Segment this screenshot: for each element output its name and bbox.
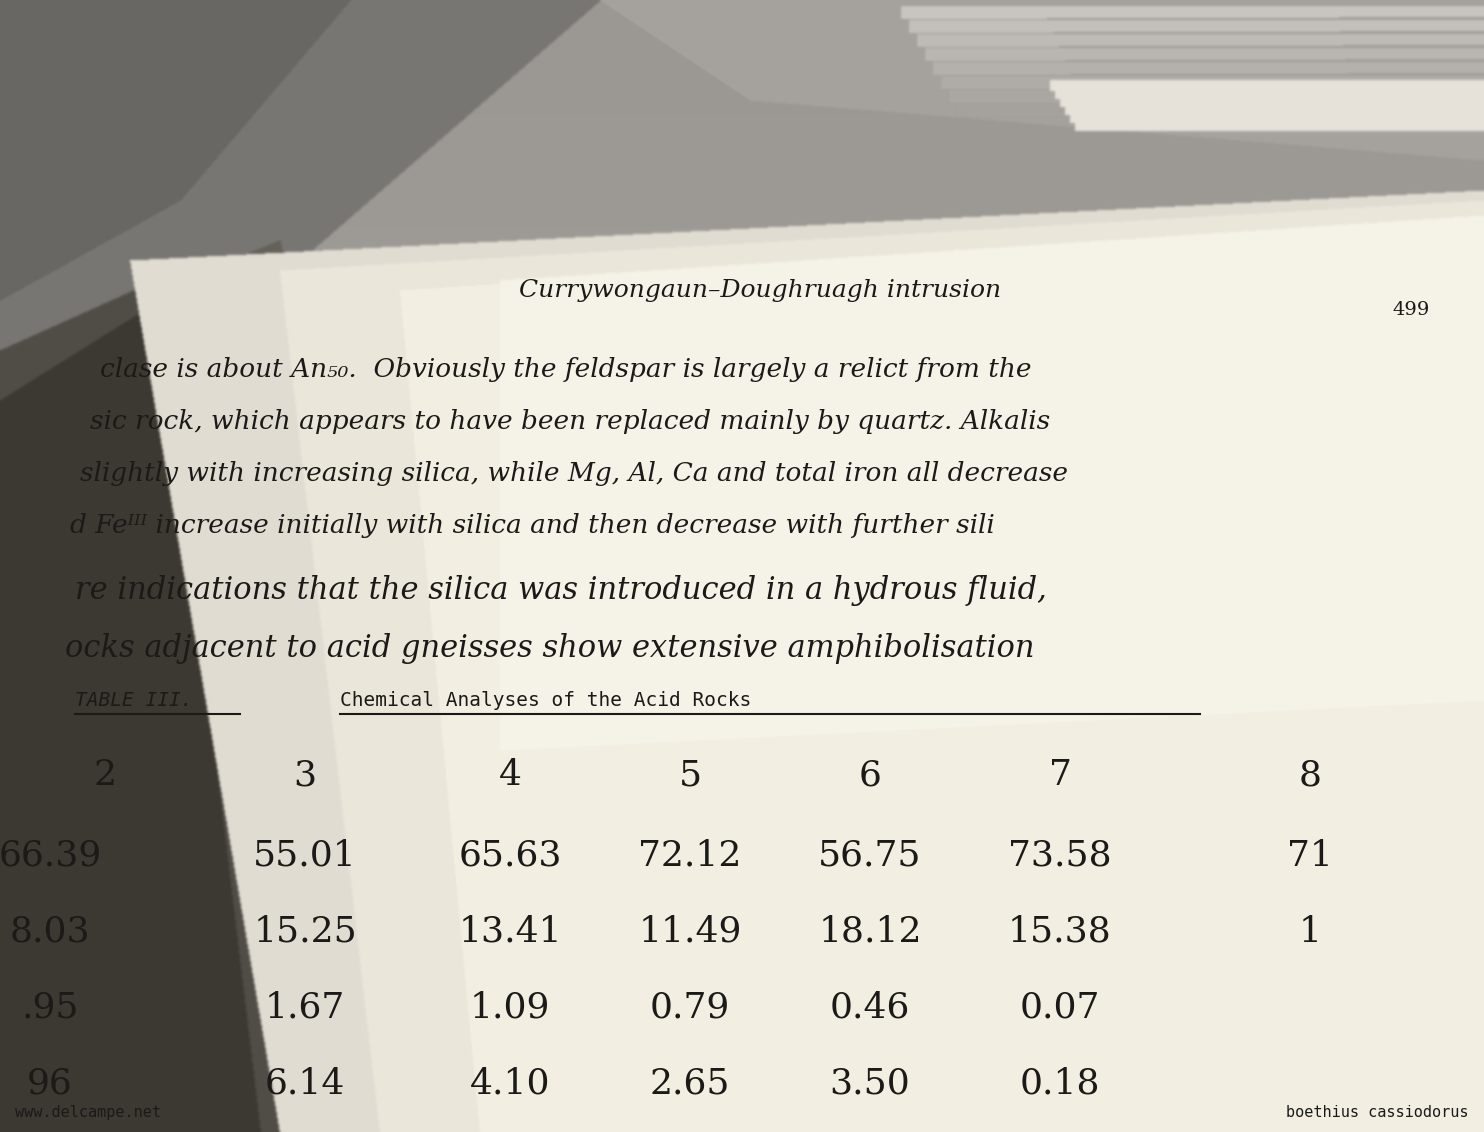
Text: 8.03: 8.03 (10, 915, 91, 949)
Text: 0.79: 0.79 (650, 990, 730, 1024)
Text: 1: 1 (1298, 915, 1321, 949)
Text: 3: 3 (294, 758, 316, 792)
Text: 1.67: 1.67 (264, 990, 346, 1024)
Text: 0.07: 0.07 (1020, 990, 1100, 1024)
Text: 18.12: 18.12 (818, 915, 922, 949)
Text: 4.10: 4.10 (470, 1067, 551, 1101)
Text: 13.41: 13.41 (459, 915, 562, 949)
Text: 11.49: 11.49 (638, 915, 742, 949)
Text: 15.25: 15.25 (254, 915, 356, 949)
Text: 56.75: 56.75 (818, 839, 922, 873)
Text: 7: 7 (1049, 758, 1071, 792)
Text: 66.39: 66.39 (0, 839, 101, 873)
Text: 55.01: 55.01 (254, 839, 356, 873)
Text: slightly with increasing silica, while Mg, Al, Ca and total iron all decrease: slightly with increasing silica, while M… (80, 462, 1068, 487)
Text: 65.63: 65.63 (459, 839, 562, 873)
Text: 3.50: 3.50 (830, 1067, 910, 1101)
Text: 15.38: 15.38 (1008, 915, 1112, 949)
Text: d Feᴵᴵᴵ increase initially with silica and then decrease with further sili: d Feᴵᴵᴵ increase initially with silica a… (70, 514, 994, 539)
Text: ocks adjacent to acid gneisses show extensive amphibolisation: ocks adjacent to acid gneisses show exte… (65, 633, 1034, 663)
Text: 71: 71 (1287, 839, 1333, 873)
Text: www.delcampe.net: www.delcampe.net (15, 1105, 160, 1120)
Text: 499: 499 (1392, 301, 1431, 319)
Text: 96: 96 (27, 1067, 73, 1101)
Text: 2: 2 (93, 758, 117, 792)
Text: Chemical Analyses of the Acid Rocks: Chemical Analyses of the Acid Rocks (340, 691, 751, 710)
Text: re indications that the silica was introduced in a hydrous fluid,: re indications that the silica was intro… (76, 575, 1046, 606)
Text: 4: 4 (499, 758, 521, 792)
Text: 1.09: 1.09 (470, 990, 551, 1024)
Text: 5: 5 (678, 758, 702, 792)
Text: boethius cassiodorus: boethius cassiodorus (1287, 1105, 1469, 1120)
Text: 6: 6 (859, 758, 881, 792)
Text: 8: 8 (1298, 758, 1321, 792)
Text: clase is about An₅₀.  Obviously the feldspar is largely a relict from the: clase is about An₅₀. Obviously the felds… (99, 358, 1031, 383)
Text: TABLE III.: TABLE III. (76, 691, 193, 710)
Text: 0.46: 0.46 (830, 990, 910, 1024)
Text: 6.14: 6.14 (264, 1067, 346, 1101)
Text: 73.58: 73.58 (1008, 839, 1112, 873)
Text: Currywongaun–Doughruagh intrusion: Currywongaun–Doughruagh intrusion (519, 278, 1002, 301)
Text: .95: .95 (21, 990, 79, 1024)
Text: 72.12: 72.12 (638, 839, 742, 873)
Text: 2.65: 2.65 (650, 1067, 730, 1101)
Text: sic rock, which appears to have been replaced mainly by quartz. Alkalis: sic rock, which appears to have been rep… (91, 410, 1051, 435)
Text: 0.18: 0.18 (1020, 1067, 1100, 1101)
